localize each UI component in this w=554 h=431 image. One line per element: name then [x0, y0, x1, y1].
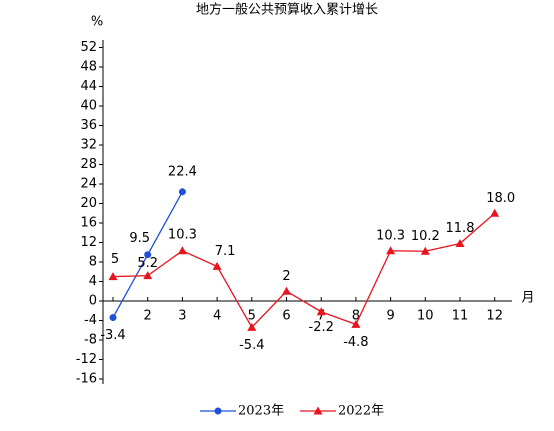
point — [282, 286, 291, 295]
x-tick-label: 4 — [213, 309, 221, 324]
y-tick-label: 32 — [80, 138, 97, 153]
legend-label: 2023年 — [238, 404, 284, 419]
x-tick-label: 9 — [386, 309, 394, 324]
y-axis-label: % — [91, 15, 103, 30]
data-label: 10.3 — [376, 228, 405, 243]
y-tick-label: -4 — [84, 313, 97, 328]
legend-marker — [214, 407, 222, 415]
y-tick-label: 20 — [80, 196, 97, 211]
point — [455, 238, 465, 247]
y-tick-label: 48 — [80, 60, 97, 75]
data-label: -5.4 — [239, 338, 264, 353]
point — [144, 251, 152, 259]
point — [386, 246, 396, 255]
y-tick-label: 28 — [80, 157, 97, 172]
data-label: -4.8 — [343, 335, 368, 350]
x-tick-label: 12 — [486, 309, 503, 324]
data-label: 9.5 — [129, 231, 150, 246]
x-axis-label: 月 — [521, 291, 534, 306]
y-tick-label: 4 — [89, 274, 97, 289]
data-label: 5 — [111, 252, 119, 267]
point — [143, 271, 153, 280]
point — [177, 246, 187, 255]
y-tick-label: 40 — [80, 99, 97, 114]
y-tick-label: -8 — [84, 333, 97, 348]
data-label: -3.4 — [100, 328, 125, 343]
y-tick-label: 44 — [80, 79, 97, 94]
y-tick-label: 52 — [80, 40, 97, 55]
x-tick-label: 3 — [178, 309, 186, 324]
y-tick-label: -16 — [76, 372, 97, 387]
point — [108, 272, 118, 281]
x-tick-label: 5 — [248, 309, 256, 324]
point — [490, 208, 500, 217]
legend-label: 2022年 — [338, 404, 384, 419]
data-label: 2 — [282, 269, 290, 284]
chart-title: 地方一般公共预算收入累计增长 — [196, 2, 378, 18]
x-tick-label: 11 — [452, 309, 469, 324]
point — [316, 307, 326, 316]
x-tick-label: 6 — [282, 309, 290, 324]
data-label: 11.8 — [446, 221, 475, 236]
x-tick-label: 7 — [317, 309, 325, 324]
point — [212, 261, 222, 270]
legend-marker — [313, 406, 323, 415]
y-tick-label: 0 — [89, 294, 97, 309]
data-label: 10.3 — [168, 227, 197, 242]
data-label: -2.2 — [309, 320, 334, 335]
y-tick-label: 16 — [80, 216, 97, 231]
point — [109, 314, 117, 322]
data-label: 22.4 — [168, 164, 197, 179]
y-tick-label: 24 — [80, 177, 97, 192]
point — [178, 188, 186, 196]
x-tick-label: 2 — [144, 309, 152, 324]
data-label: 5.2 — [137, 256, 158, 271]
point — [420, 246, 430, 255]
line — [112, 212, 496, 329]
y-tick-label: 8 — [89, 255, 97, 270]
data-label: 18.0 — [486, 191, 515, 206]
y-tick-label: -12 — [76, 352, 97, 367]
data-label: 7.1 — [215, 244, 236, 259]
point — [351, 319, 361, 328]
x-tick-label: 8 — [352, 309, 360, 324]
y-tick-label: 12 — [80, 235, 97, 250]
x-tick-label: 10 — [417, 309, 434, 324]
point — [247, 322, 257, 331]
data-label: 10.2 — [411, 229, 440, 244]
y-tick-label: 36 — [80, 118, 97, 133]
